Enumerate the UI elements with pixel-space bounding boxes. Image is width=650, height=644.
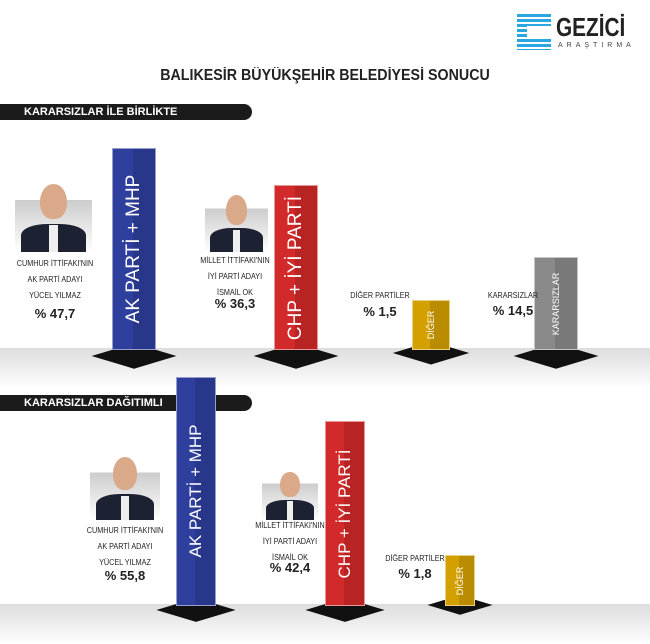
candidate-photo: [262, 468, 318, 520]
bar-label: DİĞER: [455, 566, 465, 595]
bar-0: AK PARTİ + MHP: [176, 376, 216, 606]
candidate-label-line: İSMAİL OK: [272, 552, 308, 562]
candidate-label-line: DİĞER PARTİLER: [350, 290, 410, 300]
candidate-label-line: MİLLET İTTİFAKI'NIN: [200, 255, 270, 265]
page-title: BALIKESİR BÜYÜKŞEHİR BELEDİYESİ SONUCU: [160, 67, 490, 84]
value-label: % 14,5: [492, 303, 534, 318]
bar-3: KARARSIZLAR: [534, 257, 578, 350]
candidate-photo: [90, 452, 160, 520]
candidate-label-line: YÜCEL YILMAZ: [99, 557, 151, 567]
candidate-photo: [205, 190, 268, 252]
candidate-label-line: DİĞER PARTİLER: [385, 553, 445, 563]
bar-2: DİĞER: [445, 555, 475, 606]
candidate-label-line: MİLLET İTTİFAKI'NIN: [255, 520, 325, 530]
value-label: % 1,8: [398, 566, 432, 581]
value-label: % 1,5: [363, 304, 397, 319]
candidate-label-line: KARARSIZLAR: [487, 290, 539, 300]
candidate-photo: [15, 178, 92, 252]
candidate-label-line: YÜCEL YILMAZ: [29, 290, 81, 300]
value-label: % 47,7: [34, 306, 76, 321]
candidate-label-line: AK PARTİ ADAYI: [27, 274, 83, 284]
bar-1: CHP + İYİ PARTİ: [325, 421, 365, 606]
logo-name: GEZİCİ: [556, 12, 626, 42]
bar-label: AK PARTİ + MHP: [123, 174, 144, 324]
bar-0: AK PARTİ + MHP: [112, 147, 156, 350]
bar-2: DİĞER: [412, 300, 450, 350]
logo-mark: [517, 14, 551, 50]
candidate-label-line: İYİ PARTİ ADAYI: [262, 536, 318, 546]
section-header-1: KARARSIZLAR İLE BİRLİKTE: [0, 104, 252, 120]
candidate-label-line: İYİ PARTİ ADAYI: [207, 271, 263, 281]
candidate-label-line: CUMHUR İTTİFAKI'NIN: [86, 525, 164, 535]
candidate-label-line: AK PARTİ ADAYI: [97, 541, 153, 551]
bar-label: AK PARTİ + MHP: [186, 424, 205, 558]
candidate-label-line: İSMAİL OK: [217, 287, 253, 297]
value-label: % 42,4: [269, 560, 311, 575]
candidate-label-line: CUMHUR İTTİFAKI'NIN: [16, 258, 94, 268]
bar-label: DİĞER: [426, 310, 436, 340]
value-label: % 55,8: [104, 568, 146, 583]
value-label: % 36,3: [214, 296, 256, 311]
logo-subtitle: ARAŞTIRMA: [558, 42, 635, 49]
bar-1: CHP + İYİ PARTİ: [274, 185, 318, 350]
